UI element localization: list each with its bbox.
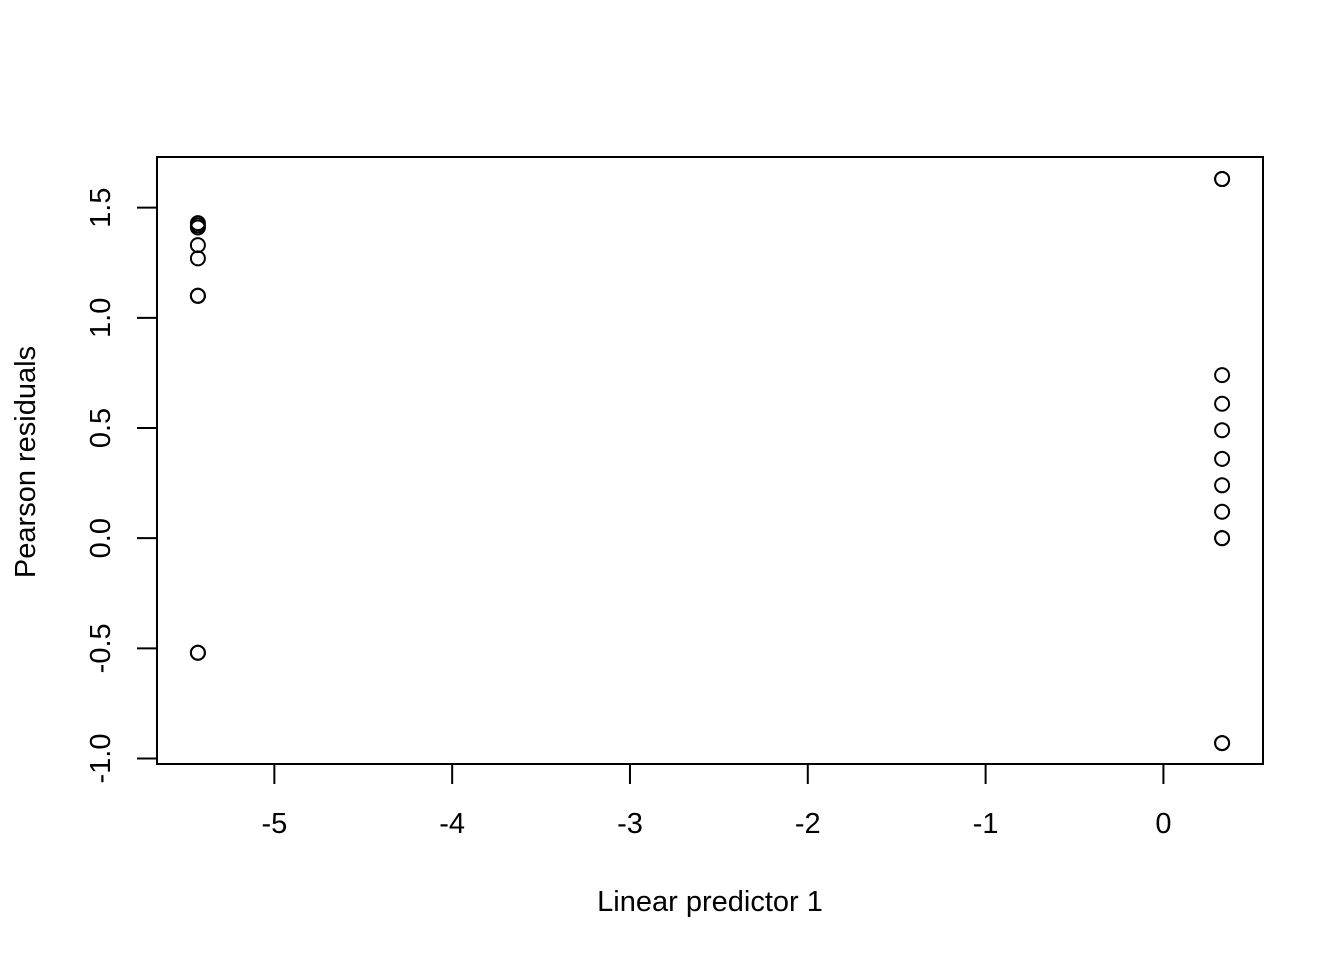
y-tick-label: -1.0 bbox=[85, 733, 117, 783]
data-point bbox=[1214, 735, 1231, 752]
y-axis-title: Pearson residuals bbox=[10, 346, 42, 578]
data-point bbox=[1214, 395, 1231, 412]
x-tick-label: -3 bbox=[617, 808, 643, 840]
y-tick-label: -0.5 bbox=[85, 623, 117, 673]
y-tick-label: 0.5 bbox=[85, 408, 117, 448]
data-point bbox=[1214, 367, 1231, 384]
data-point bbox=[1214, 503, 1231, 520]
y-axis: -1.0 -0.5 0.0 0.5 1.0 1.5 bbox=[85, 188, 158, 783]
x-tick-label: 0 bbox=[1155, 808, 1171, 840]
x-axis: -5 -4 -3 -2 -1 0 bbox=[261, 763, 1171, 840]
y-tick-label: 0.0 bbox=[85, 518, 117, 558]
x-tick-label: -5 bbox=[261, 808, 287, 840]
x-tick-label: -1 bbox=[973, 808, 999, 840]
x-tick-label: -4 bbox=[439, 808, 465, 840]
data-point bbox=[1214, 171, 1231, 188]
data-points bbox=[189, 171, 1231, 752]
data-point bbox=[1214, 477, 1231, 494]
data-point bbox=[189, 287, 206, 304]
y-tick-label: 1.5 bbox=[85, 188, 117, 228]
data-point bbox=[1214, 530, 1231, 547]
plot-frame bbox=[156, 156, 1264, 765]
x-axis-title: Linear predictor 1 bbox=[597, 886, 823, 918]
data-point bbox=[189, 250, 206, 267]
data-point bbox=[189, 644, 206, 661]
x-tick-label: -2 bbox=[795, 808, 821, 840]
data-point bbox=[189, 219, 206, 236]
data-point bbox=[189, 237, 206, 254]
data-point bbox=[1214, 450, 1231, 467]
y-tick-label: 1.0 bbox=[85, 298, 117, 338]
data-point bbox=[1214, 422, 1231, 439]
